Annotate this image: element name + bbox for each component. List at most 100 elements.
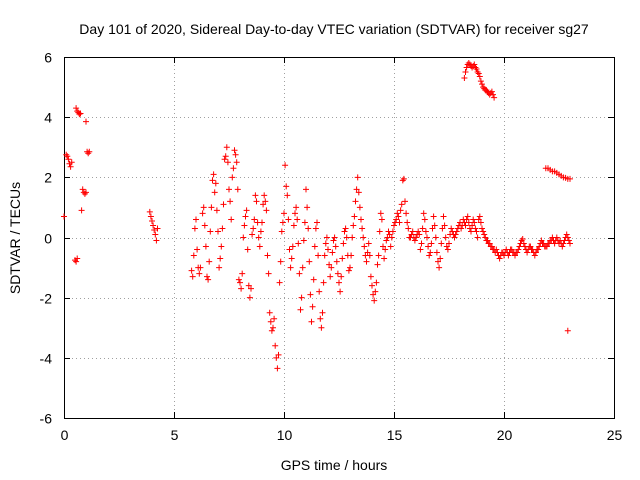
data-point <box>479 225 485 232</box>
data-point <box>466 225 473 232</box>
data-point <box>369 282 375 289</box>
data-point <box>271 315 278 322</box>
data-point <box>327 273 334 280</box>
data-point <box>382 246 389 253</box>
data-point <box>458 225 465 232</box>
data-point <box>345 267 352 274</box>
data-point <box>375 252 382 259</box>
data-point <box>342 225 349 232</box>
data-point <box>404 219 411 226</box>
data-point <box>151 226 158 233</box>
data-point <box>197 264 204 271</box>
y-tick-label: -4 <box>40 351 53 367</box>
data-point <box>83 189 89 196</box>
data-point <box>320 279 327 286</box>
data-point <box>388 234 395 241</box>
data-point <box>380 243 386 250</box>
data-point <box>218 243 225 250</box>
data-point <box>360 234 367 241</box>
data-point <box>374 261 381 268</box>
data-point <box>337 288 344 295</box>
data-point <box>211 189 218 196</box>
data-point <box>479 81 485 88</box>
data-point <box>191 225 198 232</box>
data-point <box>253 198 260 205</box>
data-point <box>189 273 196 280</box>
data-point <box>471 219 478 226</box>
data-point <box>237 279 243 286</box>
data-point <box>146 208 153 215</box>
data-point <box>353 186 360 193</box>
data-point <box>267 318 274 325</box>
data-point <box>484 237 491 244</box>
x-tick-label: 5 <box>171 427 179 443</box>
data-point <box>321 252 328 259</box>
data-point <box>228 216 235 223</box>
data-point <box>262 198 269 205</box>
data-point <box>309 303 316 310</box>
data-point <box>259 219 265 226</box>
data-point <box>287 264 294 271</box>
data-point <box>436 264 443 271</box>
data-point <box>289 243 296 250</box>
data-point <box>252 192 259 199</box>
data-point <box>481 231 488 238</box>
data-point <box>381 255 388 262</box>
data-point <box>288 255 295 262</box>
data-point <box>469 222 476 229</box>
data-point <box>241 222 248 229</box>
data-point <box>426 252 433 259</box>
data-point <box>359 225 366 232</box>
data-point <box>319 309 326 316</box>
data-point <box>476 213 483 220</box>
data-point <box>443 243 450 250</box>
data-point <box>389 228 396 235</box>
data-point <box>477 78 484 85</box>
data-point <box>546 240 553 247</box>
data-point <box>365 240 372 247</box>
data-point <box>242 213 249 220</box>
data-point <box>188 267 195 274</box>
data-point <box>245 282 252 289</box>
data-point <box>286 246 293 253</box>
data-point <box>505 252 512 259</box>
data-point <box>273 354 280 361</box>
data-point <box>150 222 157 229</box>
data-point <box>215 228 221 235</box>
data-point <box>413 234 419 241</box>
data-point <box>329 249 336 256</box>
data-point <box>361 243 368 250</box>
data-point <box>199 210 206 217</box>
tick-layer: 0 5 10 15 20 25 -6 -4 -2 0 2 4 6 <box>40 50 623 444</box>
data-point <box>306 258 313 265</box>
x-tick-label: 15 <box>387 427 403 443</box>
data-point <box>277 258 284 265</box>
data-point <box>358 216 364 223</box>
data-point <box>446 240 452 247</box>
data-point <box>64 153 71 160</box>
data-point <box>553 234 560 241</box>
data-point <box>336 279 342 286</box>
data-point <box>238 285 245 292</box>
data-point <box>243 207 250 214</box>
data-point <box>354 174 361 181</box>
data-point <box>260 201 267 208</box>
data-point <box>480 228 487 235</box>
data-point <box>279 219 286 226</box>
data-point <box>257 228 264 235</box>
data-point <box>276 279 283 286</box>
data-point <box>482 234 489 241</box>
data-point <box>536 243 543 250</box>
data-point <box>409 228 416 235</box>
data-point <box>308 318 315 325</box>
data-point <box>465 219 472 226</box>
data-point <box>330 237 337 244</box>
data-point <box>248 285 254 292</box>
data-point <box>285 216 292 223</box>
data-point <box>222 153 229 160</box>
data-point <box>339 255 346 262</box>
data-point <box>311 243 318 250</box>
data-point <box>474 234 481 241</box>
data-point <box>315 252 322 259</box>
